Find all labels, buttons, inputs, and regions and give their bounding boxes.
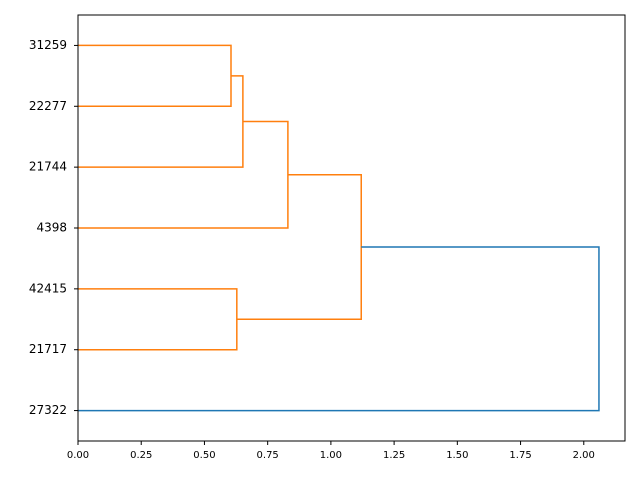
leaf-label: 27322 (29, 403, 67, 417)
x-tick-label: 0.50 (193, 450, 215, 461)
leaf-label: 31259 (29, 38, 67, 52)
x-tick-label: 0.25 (130, 450, 152, 461)
x-tick-label: 1.25 (383, 450, 405, 461)
leaf-label: 21717 (29, 342, 67, 356)
link (78, 288, 238, 351)
link (78, 44, 232, 108)
x-tick-label: 2.00 (573, 450, 595, 461)
leaf-label: 42415 (29, 281, 67, 295)
plot-frame (77, 14, 626, 442)
x-tick-label: 0.00 (67, 450, 89, 461)
link (78, 75, 244, 168)
x-tick-label: 1.75 (509, 450, 531, 461)
link (78, 246, 600, 412)
leaf-label: 21744 (29, 160, 67, 174)
x-tick-label: 0.75 (257, 450, 279, 461)
leaf-label: 22277 (29, 99, 67, 113)
x-tick-label: 1.50 (446, 450, 468, 461)
link (78, 120, 289, 229)
link (236, 174, 362, 321)
leaf-label: 4398 (36, 221, 67, 235)
x-tick-label: 1.00 (320, 450, 342, 461)
